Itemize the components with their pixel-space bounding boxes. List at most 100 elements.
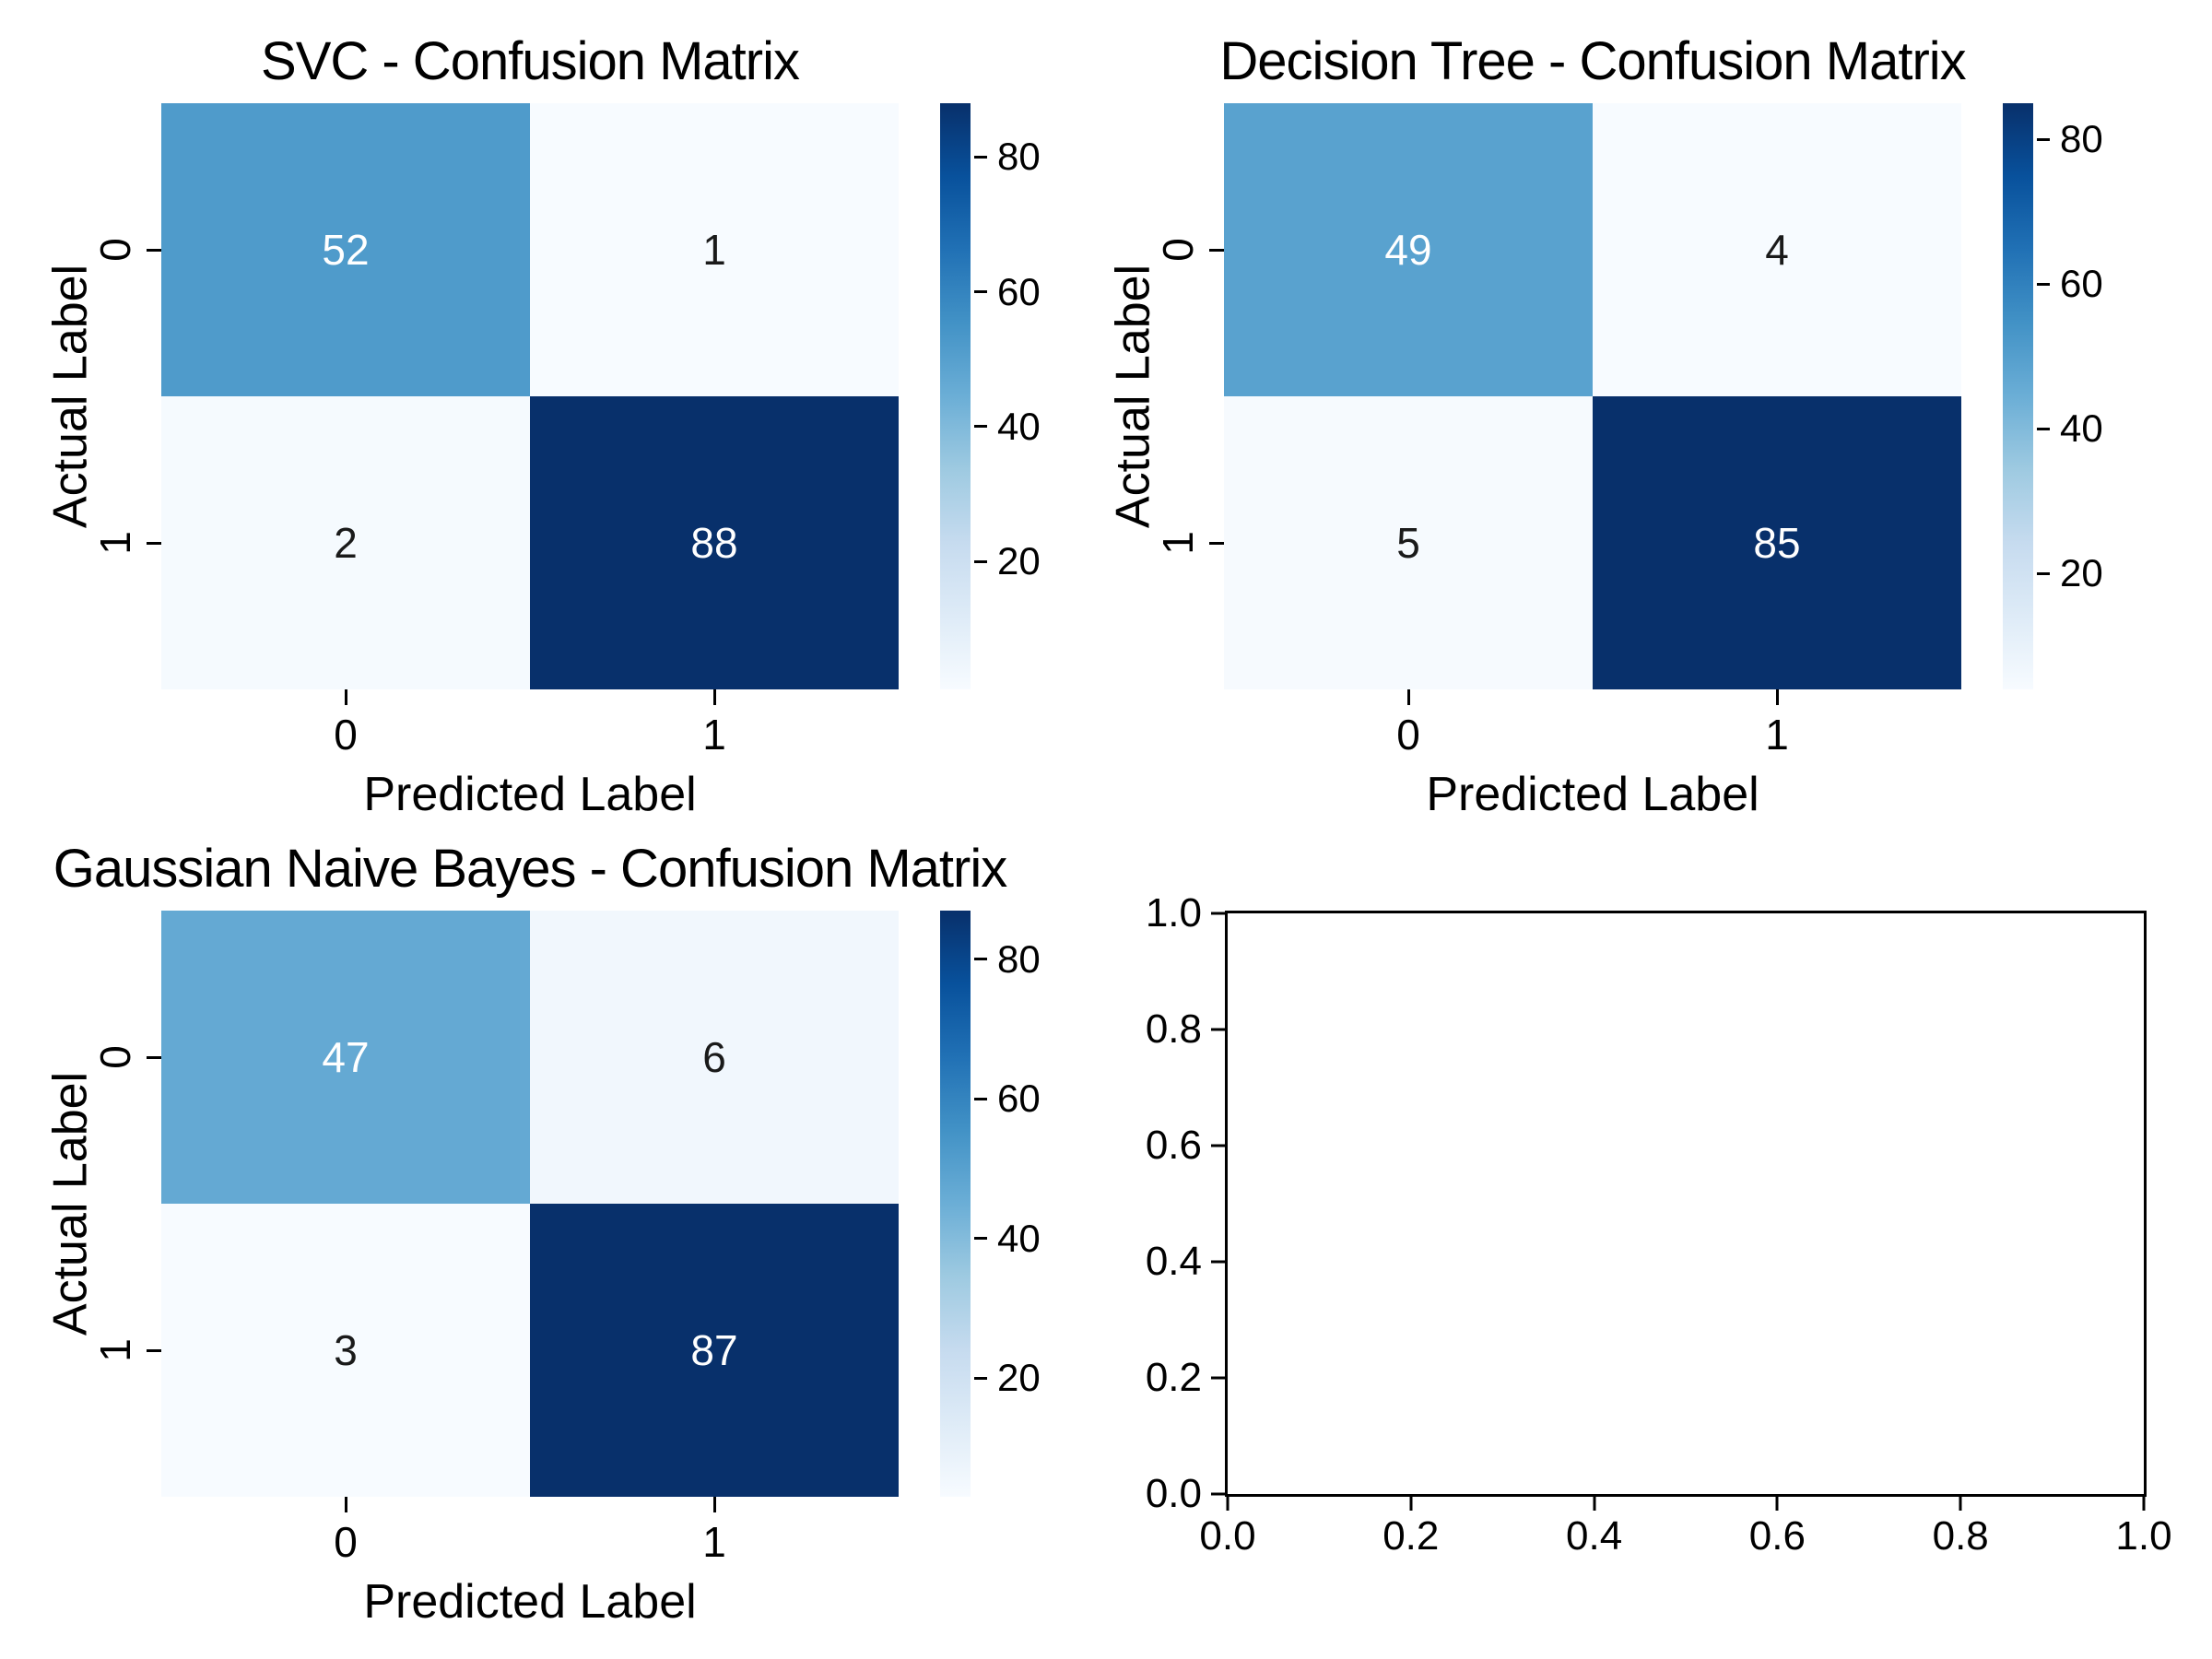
heatmap-cell: 2 xyxy=(161,396,530,689)
y-axis-label: Actual Label xyxy=(43,264,98,529)
y-tick-mark xyxy=(1211,912,1228,915)
colorbar-tick-mark xyxy=(974,425,987,429)
colorbar-tick-mark xyxy=(974,559,987,563)
y-tick-mark xyxy=(1211,1028,1228,1031)
heatmap: 49 4 5 85 xyxy=(1224,103,1961,689)
x-tick-label: 0.0 xyxy=(1199,1513,1256,1559)
heatmap-cell: 49 xyxy=(1224,103,1593,396)
plot-title: Gaussian Naive Bayes - Confusion Matrix xyxy=(53,839,1007,899)
heatmap-cell: 88 xyxy=(530,396,899,689)
y-tick-label: 0.8 xyxy=(1145,1006,1202,1052)
x-axis-label: Predicted Label xyxy=(1426,768,1759,821)
y-tick-mark xyxy=(147,1055,161,1059)
x-tick-mark xyxy=(1226,1494,1230,1511)
y-tick-mark xyxy=(1211,1376,1228,1380)
y-tick-label: 0 xyxy=(91,238,139,262)
colorbar-gradient xyxy=(940,103,971,689)
y-axis-label: Actual Label xyxy=(1106,264,1160,529)
empty-axes-box: 0.0 0.2 0.4 0.6 0.8 1.0 0.0 0.2 0.4 0.6 0.8 1.0 xyxy=(1146,893,2172,1557)
y-tick-label: 1.0 xyxy=(1145,890,1202,935)
y-tick-mark xyxy=(1209,541,1224,545)
y-tick-mark xyxy=(147,248,161,252)
colorbar-tick-label: 20 xyxy=(997,539,1041,583)
y-tick-label: 0.6 xyxy=(1145,1123,1202,1168)
y-tick-label: 1 xyxy=(1154,531,1202,555)
heatmap-cell: 3 xyxy=(161,1204,530,1497)
heatmap-cell: 4 xyxy=(1593,103,1961,396)
colorbar-tick-label: 60 xyxy=(2060,262,2103,306)
colorbar-tick-label: 40 xyxy=(997,1216,1041,1260)
y-axis-label: Actual Label xyxy=(43,1071,98,1336)
plot-title: SVC - Confusion Matrix xyxy=(261,31,800,91)
x-tick-label: 0 xyxy=(334,1518,358,1566)
x-tick-label: 0.6 xyxy=(1748,1513,1806,1559)
x-tick-label: 1.0 xyxy=(2115,1513,2172,1559)
colorbar-tick-label: 40 xyxy=(2060,406,2103,451)
x-tick-mark xyxy=(1406,689,1410,705)
colorbar-tick-mark xyxy=(2037,137,2050,141)
colorbar-tick-mark xyxy=(974,1376,987,1380)
heatmap-cell: 47 xyxy=(161,911,530,1204)
x-tick-label: 0.4 xyxy=(1566,1513,1623,1559)
x-tick-label: 0.8 xyxy=(1932,1513,1989,1559)
plot-title: Decision Tree - Confusion Matrix xyxy=(1219,31,1966,91)
colorbar-tick-label: 80 xyxy=(2060,117,2103,161)
x-axis-label: Predicted Label xyxy=(363,1575,697,1629)
y-tick-mark xyxy=(1209,248,1224,252)
colorbar-gradient xyxy=(940,911,971,1497)
heatmap: 52 1 2 88 xyxy=(161,103,899,689)
x-tick-mark xyxy=(1775,1494,1779,1511)
colorbar-gradient xyxy=(2003,103,2033,689)
colorbar-tick-mark xyxy=(974,155,987,159)
colorbar-tick-label: 60 xyxy=(997,269,1041,313)
heatmap-cell: 87 xyxy=(530,1204,899,1497)
x-tick-label: 0 xyxy=(1396,711,1420,759)
heatmap-cell: 85 xyxy=(1593,396,1961,689)
y-tick-label: 0.2 xyxy=(1145,1355,1202,1400)
heatmap-cell: 52 xyxy=(161,103,530,396)
y-tick-mark xyxy=(1211,1492,1228,1496)
colorbar-tick-mark xyxy=(974,958,987,961)
colorbar-tick-mark xyxy=(974,1237,987,1241)
y-tick-mark xyxy=(1211,1144,1228,1147)
x-tick-label: 0 xyxy=(334,711,358,759)
colorbar-tick-label: 20 xyxy=(2060,551,2103,595)
colorbar-tick-label: 20 xyxy=(997,1356,1041,1400)
x-tick-mark xyxy=(1959,1494,1962,1511)
x-axis-label: Predicted Label xyxy=(363,768,697,821)
colorbar-tick-mark xyxy=(2037,427,2050,430)
y-tick-label: 0.0 xyxy=(1145,1471,1202,1516)
x-tick-mark xyxy=(712,1497,716,1512)
colorbar-tick-label: 40 xyxy=(997,404,1041,448)
y-tick-label: 1 xyxy=(91,531,139,555)
colorbar-tick-label: 80 xyxy=(997,135,1041,179)
colorbar-tick-mark xyxy=(974,290,987,294)
x-tick-mark xyxy=(2142,1494,2146,1511)
colorbar-tick-mark xyxy=(974,1097,987,1100)
colorbar-tick-mark xyxy=(2037,282,2050,286)
colorbar: 20 40 60 80 xyxy=(940,103,1041,689)
colorbar-tick-label: 80 xyxy=(997,937,1041,981)
y-tick-label: 0 xyxy=(1154,238,1202,262)
heatmap-cell: 1 xyxy=(530,103,899,396)
heatmap-cell: 5 xyxy=(1224,396,1593,689)
colorbar-tick-label: 60 xyxy=(997,1077,1041,1121)
x-tick-mark xyxy=(712,689,716,705)
colorbar: 20 40 60 80 xyxy=(2003,103,2103,689)
y-tick-label: 1 xyxy=(91,1338,139,1362)
x-tick-label: 1 xyxy=(702,711,726,759)
x-tick-mark xyxy=(344,1497,347,1512)
y-tick-label: 0 xyxy=(91,1045,139,1069)
x-tick-mark xyxy=(1775,689,1779,705)
x-tick-mark xyxy=(344,689,347,705)
x-tick-mark xyxy=(1593,1494,1596,1511)
x-tick-label: 1 xyxy=(702,1518,726,1566)
y-tick-mark xyxy=(147,541,161,545)
colorbar-tick-mark xyxy=(2037,571,2050,575)
colorbar: 20 40 60 80 xyxy=(940,911,1041,1497)
